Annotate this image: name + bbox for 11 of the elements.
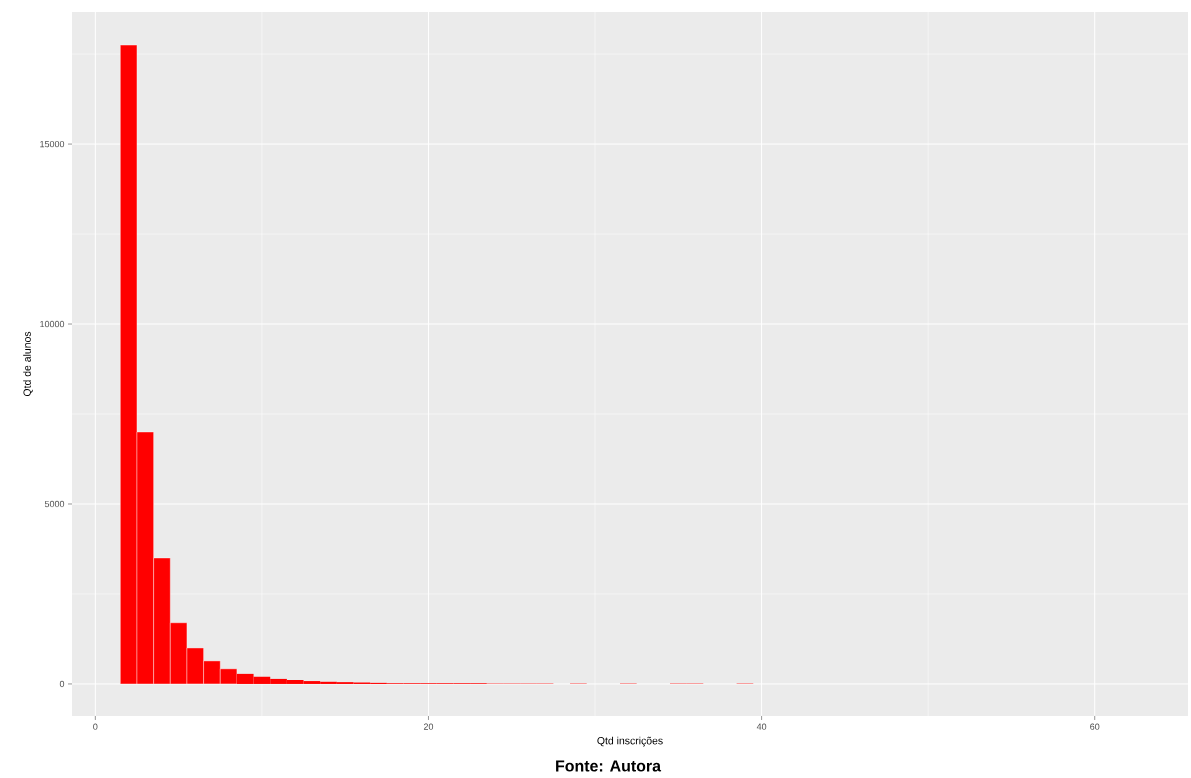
x-axis-title: Qtd inscrições [597, 736, 663, 747]
x-tick-label: 0 [93, 723, 98, 730]
source-note: Fonte: Autora [556, 760, 662, 772]
y-axis-title: Qtd de alunos [23, 331, 33, 397]
x-tick-label: 20 [423, 723, 434, 730]
y-tick-label: 15000 [40, 140, 65, 148]
x-tick-label: 60 [1090, 723, 1100, 730]
y-tick-label: 5000 [44, 500, 65, 508]
y-tick-label: 0 [59, 680, 65, 688]
y-tick-label: 10000 [40, 320, 65, 328]
x-tick-label: 40 [756, 723, 767, 730]
